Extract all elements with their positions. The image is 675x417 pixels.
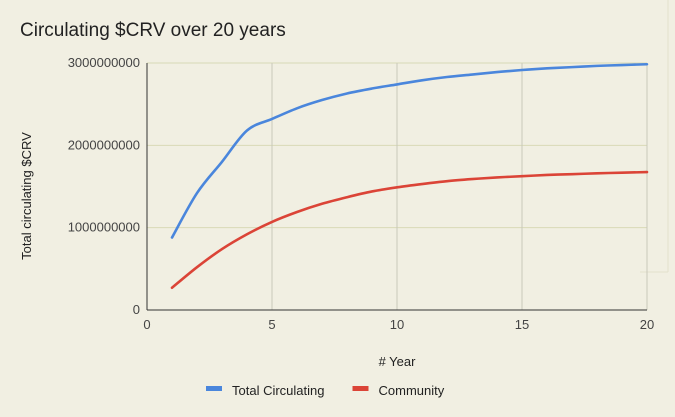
axes: 0 1000000000 2000000000 3000000000 0 5 10 15 20 — [68, 55, 655, 332]
chart-title: Circulating $CRV over 20 years — [20, 20, 286, 41]
legend-swatch-1 — [352, 386, 369, 391]
legend: Total Circulating Community — [206, 383, 445, 398]
x-tick-label: 10 — [390, 317, 404, 332]
x-tick-label: 15 — [515, 317, 529, 332]
x-axis-title: # Year — [379, 354, 417, 369]
legend-swatch-0 — [206, 386, 222, 391]
y-tick-label: 0 — [133, 302, 140, 317]
x-tick-label: 20 — [640, 317, 654, 332]
series-line-0 — [170, 62, 649, 239]
y-tick-label: 3000000000 — [68, 55, 140, 70]
y-tick-label: 2000000000 — [68, 137, 140, 152]
y-axis-title: Total circulating $CRV — [19, 132, 34, 260]
x-tick-label: 0 — [143, 317, 150, 332]
gridlines — [147, 62, 648, 310]
series-lines — [170, 62, 649, 290]
x-tick-label: 5 — [268, 317, 275, 332]
legend-label-1: Community — [379, 383, 445, 398]
y-tick-label: 1000000000 — [68, 220, 140, 235]
series-line-1 — [170, 170, 649, 290]
legend-label-0: Total Circulating — [232, 383, 325, 398]
